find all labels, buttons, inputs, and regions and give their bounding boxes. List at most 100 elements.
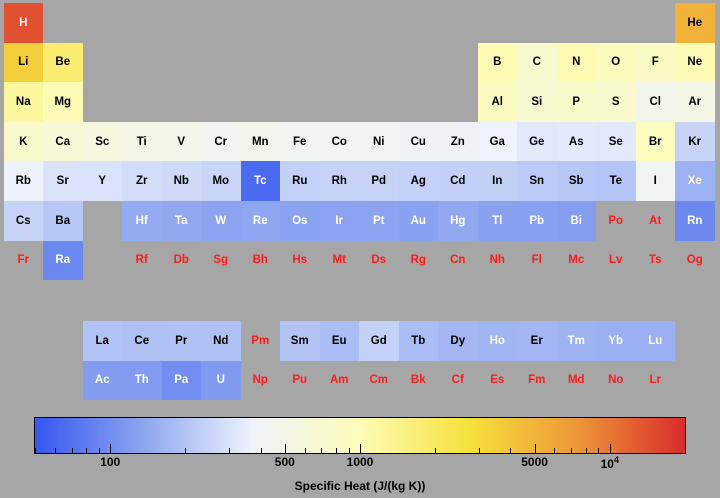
- colorbar-tick-label: 5000: [521, 455, 548, 469]
- colorbar-minor-tick: [554, 448, 556, 453]
- colorbar-tick-label: 100: [100, 455, 120, 469]
- colorbar-minor-tick: [598, 448, 600, 453]
- element-cell-hf: Hf: [122, 201, 162, 241]
- colorbar-minor-tick: [260, 448, 262, 453]
- element-cell-nb: Nb: [161, 161, 201, 201]
- element-cell-re: Re: [240, 201, 280, 241]
- element-cell-s: S: [596, 82, 636, 122]
- element-cell-zr: Zr: [122, 161, 162, 201]
- element-cell-ir: Ir: [319, 201, 359, 241]
- element-cell-ga: Ga: [477, 121, 517, 162]
- element-cell-w: W: [201, 201, 241, 241]
- element-cell-in: In: [477, 161, 517, 201]
- element-cell-ce: Ce: [122, 321, 162, 361]
- element-cell-sm: Sm: [280, 321, 320, 361]
- element-cell-te: Te: [596, 161, 636, 201]
- element-cell-th: Th: [122, 360, 162, 401]
- element-cell-pu: Pu: [292, 374, 308, 387]
- element-cell-se: Se: [596, 121, 636, 162]
- element-cell-fr: Fr: [17, 254, 30, 267]
- element-cell-no: No: [608, 374, 624, 387]
- element-cell-br: Br: [635, 121, 675, 162]
- element-cell-pr: Pr: [161, 321, 201, 361]
- element-cell-mg: Mg: [43, 82, 83, 122]
- element-cell-dy: Dy: [438, 321, 478, 361]
- element-cell-cr: Cr: [201, 121, 241, 162]
- element-cell-bk: Bk: [410, 374, 426, 387]
- element-cell-n: N: [556, 42, 596, 83]
- colorbar-tick-label-text: 1000: [346, 455, 374, 469]
- colorbar-major-tick: [609, 444, 611, 453]
- element-cell-fm: Fm: [528, 374, 546, 387]
- element-cell-cs: Cs: [3, 201, 43, 241]
- colorbar-major-tick: [284, 444, 286, 453]
- element-cell-mn: Mn: [240, 121, 280, 162]
- element-cell-er: Er: [517, 321, 557, 361]
- element-cell-gd: Gd: [359, 321, 399, 361]
- colorbar-tick-label-text: 10: [600, 457, 614, 471]
- colorbar-major-tick: [534, 444, 536, 453]
- element-cell-hg: Hg: [438, 201, 478, 241]
- element-cell-ru: Ru: [280, 161, 320, 201]
- element-cell-cm: Cm: [369, 374, 389, 387]
- element-cell-nd: Nd: [201, 321, 241, 361]
- element-cell-sc: Sc: [82, 121, 122, 162]
- colorbar-tick-label-text: 5000: [521, 455, 548, 469]
- element-cell-au: Au: [398, 201, 438, 241]
- element-cell-f: F: [635, 42, 675, 83]
- colorbar-minor-tick: [585, 448, 587, 453]
- element-cell-ar: Ar: [675, 82, 715, 122]
- element-cell-os: Os: [280, 201, 320, 241]
- colorbar-tick-label-text: 100: [100, 455, 121, 469]
- element-cell-fl: Fl: [531, 254, 542, 267]
- element-cell-rn: Rn: [675, 201, 715, 241]
- element-cell-rh: Rh: [319, 161, 359, 201]
- colorbar-minor-tick: [304, 448, 306, 453]
- element-cell-as: As: [556, 121, 596, 162]
- element-cell-cl: Cl: [635, 82, 675, 122]
- colorbar-tick-exponent: 4: [613, 455, 619, 465]
- element-cell-sn: Sn: [517, 161, 557, 201]
- element-cell-cu: Cu: [398, 121, 438, 162]
- element-cell-po: Po: [608, 214, 624, 227]
- element-cell-ta: Ta: [161, 201, 201, 241]
- colorbar-minor-tick: [229, 448, 231, 453]
- colorbar-minor-tick: [98, 448, 100, 453]
- element-cell-co: Co: [319, 121, 359, 162]
- element-cell-rb: Rb: [3, 161, 43, 201]
- element-cell-bh: Bh: [252, 254, 268, 267]
- element-cell-ca: Ca: [43, 121, 83, 162]
- colorbar-minor-tick: [71, 448, 73, 453]
- element-cell-c: C: [517, 42, 557, 83]
- element-cell-cn: Cn: [450, 254, 466, 267]
- element-cell-h: H: [3, 3, 43, 43]
- colorbar-minor-tick: [35, 448, 36, 453]
- element-cell-ba: Ba: [43, 201, 83, 241]
- element-cell-be: Be: [43, 42, 83, 83]
- colorbar-tick-label: 104: [601, 455, 619, 471]
- element-cell-tc: Tc: [240, 161, 280, 201]
- element-cell-xe: Xe: [675, 161, 715, 201]
- colorbar-frame: [34, 417, 686, 454]
- element-cell-la: La: [82, 321, 122, 361]
- element-cell-lr: Lr: [649, 374, 662, 387]
- colorbar-minor-tick: [54, 448, 56, 453]
- element-cell-np: Np: [252, 374, 268, 387]
- element-cell-at: At: [649, 214, 662, 227]
- element-cell-ne: Ne: [675, 42, 715, 83]
- colorbar-tick-label: 500: [275, 455, 295, 469]
- element-cell-i: I: [635, 161, 675, 201]
- element-cell-ho: Ho: [477, 321, 517, 361]
- element-cell-pd: Pd: [359, 161, 399, 201]
- element-cell-na: Na: [3, 82, 43, 122]
- element-cell-ts: Ts: [648, 254, 662, 267]
- element-cell-mo: Mo: [201, 161, 241, 201]
- element-cell-mc: Mc: [568, 254, 585, 267]
- element-cell-tb: Tb: [398, 321, 438, 361]
- element-cell-yb: Yb: [596, 321, 636, 361]
- element-cell-rf: Rf: [135, 254, 148, 267]
- colorbar-tick-label-text: 500: [274, 455, 295, 469]
- colorbar-minor-tick: [571, 448, 573, 453]
- element-cell-tl: Tl: [477, 201, 517, 241]
